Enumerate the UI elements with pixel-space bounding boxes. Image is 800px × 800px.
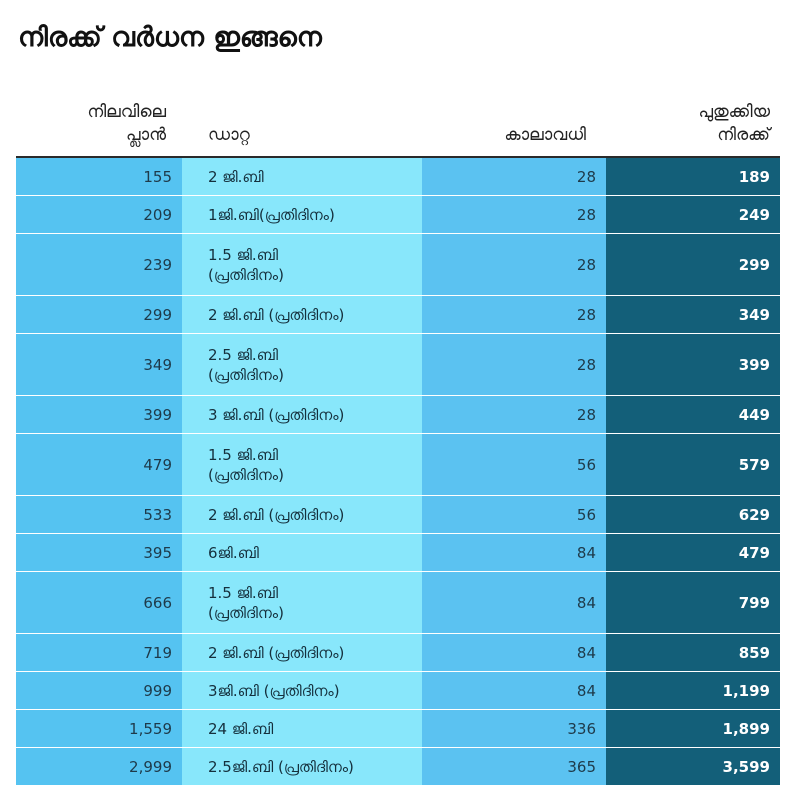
cell-validity: 84 <box>422 634 606 671</box>
cell-current-plan: 395 <box>16 534 182 571</box>
cell-validity: 336 <box>422 710 606 747</box>
cell-current-plan: 399 <box>16 396 182 433</box>
cell-validity: 56 <box>422 496 606 533</box>
table-row: 155 2 ജി.ബി 28 189 <box>16 158 780 196</box>
cell-validity: 28 <box>422 158 606 195</box>
cell-current-plan: 2,999 <box>16 748 182 785</box>
table-row: 209 1ജി.ബി(പ്രതിദിനം) 28 249 <box>16 196 780 234</box>
table-row: 2,999 2.5ജി.ബി (പ്രതിദിനം) 365 3,599 <box>16 748 780 786</box>
cell-current-plan: 155 <box>16 158 182 195</box>
cell-validity: 56 <box>422 434 606 495</box>
cell-data: 3ജി.ബി (പ്രതിദിനം) <box>182 672 422 709</box>
cell-data: 2 ജി.ബി <box>182 158 422 195</box>
header-validity: കാലാവധി <box>504 125 586 145</box>
table-header: നിലവിലെ പ്ലാൻ ഡാറ്റ കാലാവധി പുതുക്കിയ നി… <box>16 94 780 158</box>
cell-new-price: 799 <box>606 572 780 633</box>
cell-current-plan: 349 <box>16 334 182 395</box>
cell-new-price: 349 <box>606 296 780 333</box>
table-row: 1,559 24 ജി.ബി 336 1,899 <box>16 710 780 748</box>
cell-data: 2.5ജി.ബി (പ്രതിദിനം) <box>182 748 422 785</box>
cell-current-plan: 999 <box>16 672 182 709</box>
cell-data: 2 ജി.ബി (പ്രതിദിനം) <box>182 496 422 533</box>
cell-current-plan: 719 <box>16 634 182 671</box>
cell-data: 2 ജി.ബി (പ്രതിദിനം) <box>182 634 422 671</box>
cell-new-price: 3,599 <box>606 748 780 785</box>
cell-validity: 28 <box>422 296 606 333</box>
cell-new-price: 479 <box>606 534 780 571</box>
table-row: 399 3 ജി.ബി (പ്രതിദിനം) 28 449 <box>16 396 780 434</box>
chart-title: നിരക്ക് വർധന ഇങ്ങനെ <box>18 22 322 53</box>
cell-validity: 28 <box>422 196 606 233</box>
cell-new-price: 189 <box>606 158 780 195</box>
header-data: ഡാറ്റ <box>208 125 250 145</box>
cell-current-plan: 209 <box>16 196 182 233</box>
cell-data: 1.5 ജി.ബി (പ്രതിദിനം) <box>182 434 422 495</box>
cell-data: 3 ജി.ബി (പ്രതിദിനം) <box>182 396 422 433</box>
cell-new-price: 629 <box>606 496 780 533</box>
table-row: 533 2 ജി.ബി (പ്രതിദിനം) 56 629 <box>16 496 780 534</box>
table-row: 666 1.5 ജി.ബി (പ്രതിദിനം) 84 799 <box>16 572 780 634</box>
cell-new-price: 859 <box>606 634 780 671</box>
header-current-plan: നിലവിലെ പ്ലാൻ <box>87 102 166 145</box>
cell-new-price: 449 <box>606 396 780 433</box>
table-row: 349 2.5 ജി.ബി (പ്രതിദിനം) 28 399 <box>16 334 780 396</box>
table-row: 239 1.5 ജി.ബി (പ്രതിദിനം) 28 299 <box>16 234 780 296</box>
cell-new-price: 1,899 <box>606 710 780 747</box>
cell-data: 2.5 ജി.ബി (പ്രതിദിനം) <box>182 334 422 395</box>
cell-new-price: 579 <box>606 434 780 495</box>
cell-validity: 28 <box>422 396 606 433</box>
table-row: 299 2 ജി.ബി (പ്രതിദിനം) 28 349 <box>16 296 780 334</box>
table-row: 999 3ജി.ബി (പ്രതിദിനം) 84 1,199 <box>16 672 780 710</box>
cell-validity: 84 <box>422 572 606 633</box>
cell-validity: 365 <box>422 748 606 785</box>
cell-current-plan: 299 <box>16 296 182 333</box>
cell-data: 1.5 ജി.ബി (പ്രതിദിനം) <box>182 234 422 295</box>
table-row: 719 2 ജി.ബി (പ്രതിദിനം) 84 859 <box>16 634 780 672</box>
cell-validity: 84 <box>422 672 606 709</box>
cell-data: 1.5 ജി.ബി (പ്രതിദിനം) <box>182 572 422 633</box>
cell-current-plan: 533 <box>16 496 182 533</box>
cell-validity: 28 <box>422 334 606 395</box>
cell-data: 1ജി.ബി(പ്രതിദിനം) <box>182 196 422 233</box>
cell-new-price: 399 <box>606 334 780 395</box>
cell-validity: 28 <box>422 234 606 295</box>
cell-current-plan: 479 <box>16 434 182 495</box>
cell-current-plan: 1,559 <box>16 710 182 747</box>
table-row: 395 6ജി.ബി 84 479 <box>16 534 780 572</box>
cell-new-price: 249 <box>606 196 780 233</box>
table-row: 479 1.5 ജി.ബി (പ്രതിദിനം) 56 579 <box>16 434 780 496</box>
cell-validity: 84 <box>422 534 606 571</box>
cell-current-plan: 239 <box>16 234 182 295</box>
cell-new-price: 1,199 <box>606 672 780 709</box>
cell-data: 6ജി.ബി <box>182 534 422 571</box>
tariff-table: 155 2 ജി.ബി 28 189 209 1ജി.ബി(പ്രതിദിനം) 28 249… <box>16 158 780 786</box>
cell-new-price: 299 <box>606 234 780 295</box>
header-new-price: പുതുക്കിയ നിരക്ക് <box>698 102 770 145</box>
cell-data: 24 ജി.ബി <box>182 710 422 747</box>
cell-current-plan: 666 <box>16 572 182 633</box>
cell-data: 2 ജി.ബി (പ്രതിദിനം) <box>182 296 422 333</box>
